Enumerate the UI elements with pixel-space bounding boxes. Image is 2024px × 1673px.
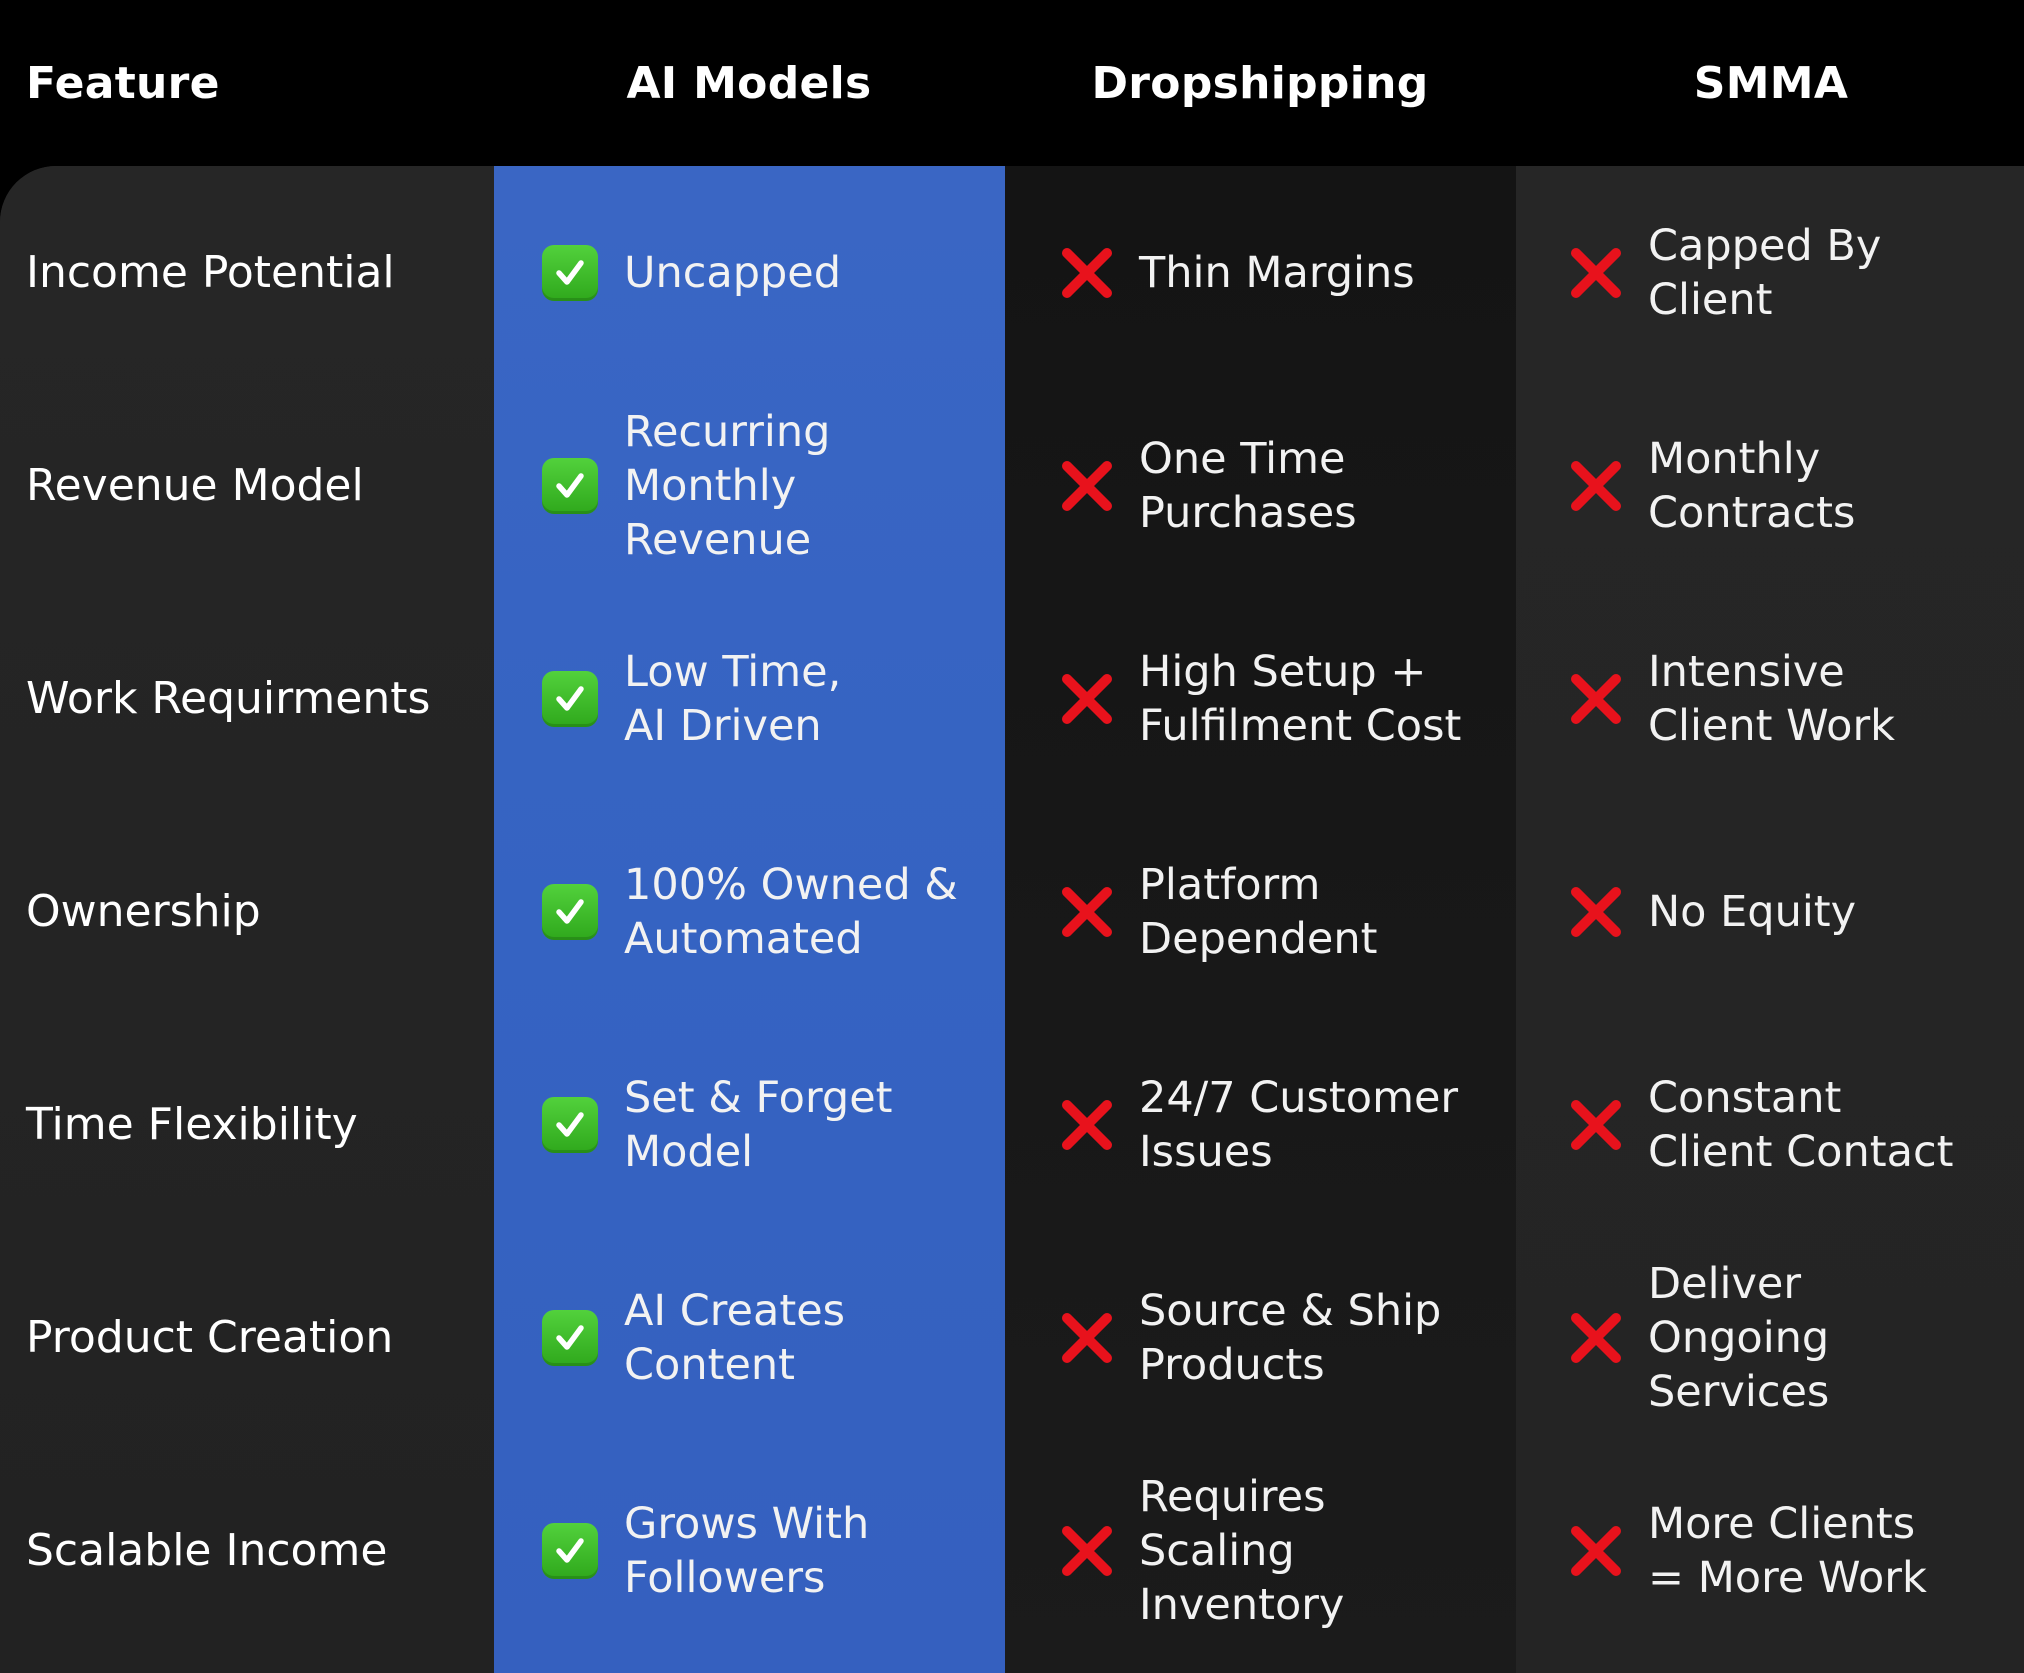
dropshipping-cell: Platform Dependent: [1057, 805, 1512, 1018]
header-dropshipping: Dropshipping: [1091, 57, 1429, 109]
feature-label: Work Requirments: [26, 673, 431, 724]
ai-models-cell: Uncapped: [540, 166, 1000, 379]
smma-cell: Monthly Contracts: [1566, 379, 2021, 592]
red-x-icon: [1057, 669, 1117, 729]
dropshipping-cell: 24/7 Customer Issues: [1057, 1018, 1512, 1231]
smma-value: No Equity: [1648, 886, 1857, 937]
ai-models-cell: Low Time, AI Driven: [540, 592, 1000, 805]
red-x-icon: [1057, 882, 1117, 942]
red-x-icon: [1057, 1521, 1117, 1581]
ai-models-value: Uncapped: [624, 247, 842, 298]
red-x-icon: [1566, 882, 1626, 942]
table-row: Work Requirments Low Time, AI Driven Hig…: [0, 592, 2024, 805]
ai-models-value: Low Time, AI Driven: [624, 646, 842, 751]
table-row: Income Potential Uncapped Thin Margins C…: [0, 166, 2024, 379]
smma-cell: Capped By Client: [1566, 166, 2021, 379]
green-check-icon: [542, 1096, 598, 1153]
dropshipping-value: Platform Dependent: [1139, 859, 1378, 964]
smma-cell: Intensive Client Work: [1566, 592, 2021, 805]
feature-label: Time Flexibility: [26, 1099, 358, 1150]
table-row: Time Flexibility Set & Forget Model 24/7…: [0, 1018, 2024, 1231]
dropshipping-value: High Setup + Fulfilment Cost: [1139, 646, 1462, 751]
dropshipping-cell: High Setup + Fulfilment Cost: [1057, 592, 1512, 805]
dropshipping-cell: Thin Margins: [1057, 166, 1512, 379]
smma-value: Monthly Contracts: [1648, 433, 1856, 538]
red-x-icon: [1566, 456, 1626, 516]
ai-models-value: Recurring Monthly Revenue: [624, 406, 831, 565]
red-x-icon: [1566, 1095, 1626, 1155]
green-check-icon: [542, 883, 598, 940]
smma-cell: Deliver Ongoing Services: [1566, 1231, 2021, 1444]
red-x-icon: [1057, 456, 1117, 516]
red-x-icon: [1057, 1095, 1117, 1155]
table-row: Scalable Income Grows With Followers Req…: [0, 1444, 2024, 1657]
smma-cell: More Clients = More Work: [1566, 1444, 2021, 1657]
feature-label: Scalable Income: [26, 1525, 388, 1576]
smma-value: Constant Client Contact: [1648, 1072, 1954, 1177]
ai-models-value: 100% Owned & Automated: [624, 859, 958, 964]
green-check-icon: [542, 670, 598, 727]
green-check-icon: [542, 1522, 598, 1579]
ai-models-cell: AI Creates Content: [540, 1231, 1000, 1444]
smma-value: More Clients = More Work: [1648, 1498, 1927, 1603]
red-x-icon: [1566, 1521, 1626, 1581]
red-x-icon: [1057, 1308, 1117, 1368]
green-check-icon: [542, 244, 598, 301]
table-body: Income Potential Uncapped Thin Margins C…: [0, 166, 2024, 1673]
dropshipping-value: Requires Scaling Inventory: [1139, 1471, 1345, 1630]
table-row: Product Creation AI Creates Content Sour…: [0, 1231, 2024, 1444]
table-row: Ownership 100% Owned & Automated Platfor…: [0, 805, 2024, 1018]
header-ai-models: AI Models: [626, 57, 872, 109]
red-x-icon: [1057, 243, 1117, 303]
green-check-icon: [542, 457, 598, 514]
table-row: Revenue Model Recurring Monthly Revenue …: [0, 379, 2024, 592]
smma-cell: No Equity: [1566, 805, 2021, 1018]
feature-label: Revenue Model: [26, 460, 364, 511]
ai-models-cell: Grows With Followers: [540, 1444, 1000, 1657]
feature-label: Ownership: [26, 886, 261, 937]
smma-value: Intensive Client Work: [1648, 646, 1896, 751]
ai-models-value: Grows With Followers: [624, 1498, 870, 1603]
feature-label: Product Creation: [26, 1312, 394, 1363]
red-x-icon: [1566, 1308, 1626, 1368]
ai-models-cell: 100% Owned & Automated: [540, 805, 1000, 1018]
dropshipping-cell: Requires Scaling Inventory: [1057, 1444, 1512, 1657]
dropshipping-value: 24/7 Customer Issues: [1139, 1072, 1459, 1177]
table-header: Feature AI Models Dropshipping SMMA: [0, 0, 2024, 166]
dropshipping-cell: Source & Ship Products: [1057, 1231, 1512, 1444]
smma-cell: Constant Client Contact: [1566, 1018, 2021, 1231]
red-x-icon: [1566, 669, 1626, 729]
ai-models-value: AI Creates Content: [624, 1285, 846, 1390]
dropshipping-value: Thin Margins: [1139, 247, 1415, 298]
smma-value: Capped By Client: [1648, 220, 1882, 325]
green-check-icon: [542, 1309, 598, 1366]
smma-value: Deliver Ongoing Services: [1648, 1258, 1830, 1417]
ai-models-value: Set & Forget Model: [624, 1072, 893, 1177]
dropshipping-value: Source & Ship Products: [1139, 1285, 1442, 1390]
header-smma: SMMA: [1693, 57, 1849, 109]
header-feature: Feature: [26, 57, 220, 109]
feature-label: Income Potential: [26, 247, 395, 298]
dropshipping-value: One Time Purchases: [1139, 433, 1357, 538]
ai-models-cell: Set & Forget Model: [540, 1018, 1000, 1231]
dropshipping-cell: One Time Purchases: [1057, 379, 1512, 592]
feature-column-background: [0, 166, 494, 1673]
ai-models-cell: Recurring Monthly Revenue: [540, 379, 1000, 592]
red-x-icon: [1566, 243, 1626, 303]
